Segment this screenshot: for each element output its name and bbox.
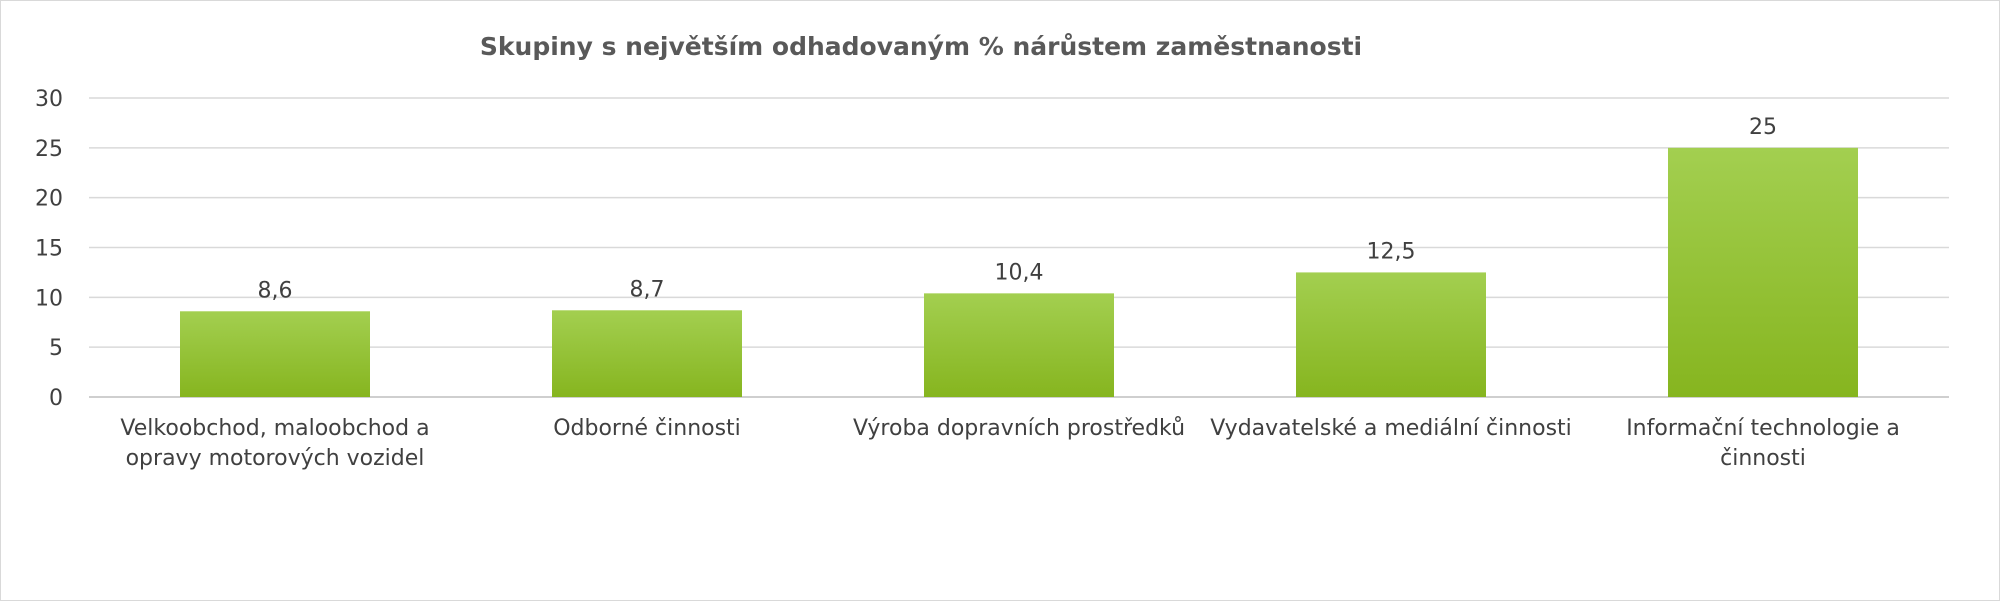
data-label: 8,7 bbox=[630, 277, 665, 302]
data-label: 25 bbox=[1749, 115, 1777, 140]
category-label: Vydavatelské a mediální činnosti bbox=[1210, 416, 1572, 441]
bar bbox=[924, 293, 1114, 397]
category-label: Odborné činnosti bbox=[553, 416, 741, 441]
data-label: 10,4 bbox=[995, 260, 1044, 285]
y-tick-label: 5 bbox=[49, 336, 63, 361]
data-label: 12,5 bbox=[1367, 239, 1416, 264]
category-labels: Velkoobchod, maloobchod a opravy motorový… bbox=[120, 416, 1899, 471]
y-axis-ticks: 0 5 10 15 20 25 30 bbox=[35, 87, 63, 411]
category-label: činnosti bbox=[1720, 446, 1806, 471]
category-label: Výroba dopravních prostředků bbox=[853, 416, 1185, 441]
y-tick-label: 20 bbox=[35, 187, 63, 212]
bars bbox=[180, 147, 1858, 397]
y-tick-label: 25 bbox=[35, 137, 63, 162]
y-tick-label: 10 bbox=[35, 286, 63, 311]
bar bbox=[1668, 147, 1858, 397]
bar bbox=[552, 310, 742, 397]
y-tick-label: 30 bbox=[35, 87, 63, 112]
category-label: Velkoobchod, maloobchod a bbox=[120, 416, 429, 441]
category-label: Informační technologie a bbox=[1626, 416, 1900, 441]
category-label: opravy motorových vozidel bbox=[126, 446, 425, 471]
y-tick-label: 15 bbox=[35, 237, 63, 262]
data-labels: 8,6 8,7 10,4 12,5 25 bbox=[258, 115, 1778, 303]
bar bbox=[1296, 272, 1486, 397]
y-tick-label: 0 bbox=[49, 386, 63, 411]
bar bbox=[180, 311, 370, 397]
data-label: 8,6 bbox=[258, 278, 293, 303]
chart-title: Skupiny s největším odhadovaným % nárůst… bbox=[480, 32, 1362, 61]
